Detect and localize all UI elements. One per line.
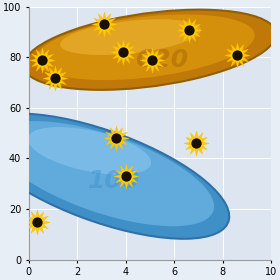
Point [40,58,44,62]
Point [102,22,106,27]
Point [53,75,58,80]
Ellipse shape [28,127,151,175]
Point [194,141,198,146]
Point [53,75,58,80]
Point [235,53,239,57]
Point [102,22,106,27]
Point [150,58,155,62]
Point [123,174,128,178]
Ellipse shape [0,114,229,239]
Point [114,136,118,141]
Point [186,27,191,32]
Point [194,141,198,146]
Point [123,174,128,178]
Ellipse shape [36,14,255,80]
Point [35,220,39,224]
Point [186,27,191,32]
Point [114,136,118,141]
Text: 100: 100 [88,169,140,193]
Point [35,220,39,224]
Point [121,50,125,55]
Ellipse shape [0,121,214,226]
Point [150,58,155,62]
Ellipse shape [24,10,276,90]
Point [40,58,44,62]
Text: C20: C20 [136,48,189,72]
Ellipse shape [60,19,201,55]
Point [235,53,239,57]
Point [121,50,125,55]
